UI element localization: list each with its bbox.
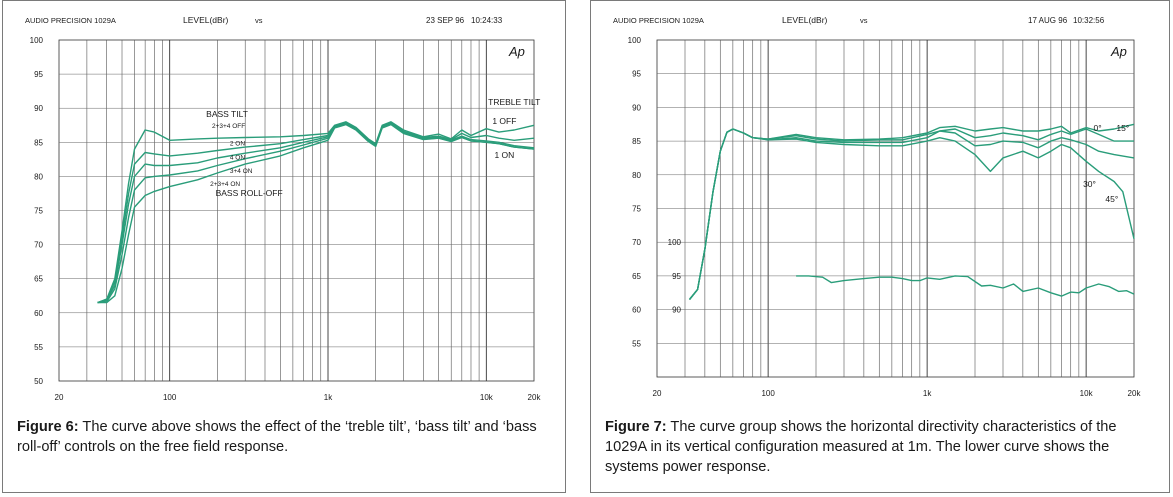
fig6-annotation: 2+3+4 OFF (212, 123, 245, 130)
fig7-y-tick-label: 80 (632, 171, 641, 180)
fig6-header-date: 23 SEP 96 (426, 16, 465, 25)
fig7-x-tick-label: 100 (761, 389, 775, 398)
fig6-y-tick-label: 55 (34, 343, 43, 352)
figure-6-chart: AUDIO PRECISION 1029A LEVEL(dBr) vs 23 SEP … (25, 15, 542, 402)
fig7-y2-tick-label: 90 (672, 306, 681, 315)
fig7-x-tick-label: 20 (653, 389, 662, 398)
fig7-annotation: 30° (1083, 179, 1096, 189)
figure-7-caption-label: Figure 7: (605, 419, 667, 435)
fig6-y-tick-label: 60 (34, 309, 43, 318)
fig7-header-date: 17 AUG 96 (1028, 16, 1068, 25)
fig6-y-tick-label: 90 (34, 104, 43, 113)
fig6-annotation: BASS TILT (206, 109, 248, 119)
figure-6-caption-label: Figure 6: (17, 419, 79, 435)
fig6-series-0-line (97, 121, 535, 304)
fig6-y-tick-label: 75 (34, 207, 43, 216)
fig6-header-vs: vs (255, 16, 263, 25)
fig6-x-tick-label: 20 (55, 393, 64, 402)
fig7-y-tick-label: 60 (632, 306, 641, 315)
fig6-y-tick-label: 65 (34, 275, 43, 284)
fig6-y-tick-label: 100 (30, 36, 44, 45)
fig6-series-4-line (97, 123, 535, 304)
fig6-annotation: BASS ROLL-OFF (216, 188, 283, 198)
fig6-header-time: 10:24:33 (471, 16, 503, 25)
fig6-x-tick-label: 20k (528, 393, 542, 402)
fig7-x-tick-label: 10k (1080, 389, 1094, 398)
fig6-y-tick-label: 80 (34, 172, 43, 181)
fig7-y-tick-label: 85 (632, 137, 641, 146)
fig7-header-yunit: LEVEL(dBr) (782, 15, 828, 25)
fig7-y-tick-label: 70 (632, 238, 641, 247)
fig6-series-3-line (97, 123, 535, 304)
fig7-annotation: 45° (1105, 194, 1118, 204)
fig7-y2-tick-label: 100 (668, 238, 682, 247)
fig7-y-tick-label: 65 (632, 272, 641, 281)
fig7-annotation: 15° (1116, 123, 1129, 133)
fig7-x-tick-label: 20k (1128, 389, 1142, 398)
fig7-annotation: 0° (1093, 123, 1101, 133)
fig7-header-time: 10:32:56 (1073, 16, 1105, 25)
fig6-y-tick-label: 95 (34, 70, 43, 79)
fig7-y-tick-label: 55 (632, 339, 641, 348)
fig7-header-title: AUDIO PRECISION 1029A (613, 16, 704, 25)
fig7-y-tick-label: 75 (632, 205, 641, 214)
fig7-y-tick-label: 100 (628, 36, 642, 45)
figure-7-panel: AUDIO PRECISION 1029A LEVEL(dBr) vs 17 AUG … (590, 0, 1170, 493)
fig6-series-1-line (97, 121, 535, 304)
fig6-annotation: TREBLE TILT (488, 97, 540, 107)
fig6-header-yunit: LEVEL(dBr) (183, 15, 229, 25)
fig6-annotation: 4 ON (230, 154, 245, 161)
figure-7-chart: AUDIO PRECISION 1029A LEVEL(dBr) vs 17 AUG … (613, 15, 1142, 398)
fig6-annotation: 2+3+4 ON (210, 181, 240, 188)
fig6-header-title: AUDIO PRECISION 1029A (25, 16, 116, 25)
fig7-y2-tick-label: 95 (672, 272, 681, 281)
fig6-annotation: 2 ON (230, 141, 245, 148)
fig7-y-tick-label: 90 (632, 103, 641, 112)
fig7-header-vs: vs (860, 16, 868, 25)
fig6-y-tick-label: 85 (34, 138, 43, 147)
fig6-series-2-line (97, 122, 535, 304)
fig7-x-tick-label: 1k (923, 389, 932, 398)
fig6-x-tick-label: 1k (324, 393, 333, 402)
fig7-y-tick-label: 95 (632, 70, 641, 79)
fig6-ap-logo: Ap (508, 44, 525, 59)
fig7-ap-logo: Ap (1110, 44, 1127, 59)
fig7-series-power-line (796, 275, 1135, 297)
figure-6-panel: AUDIO PRECISION 1029A LEVEL(dBr) vs 23 SEP … (2, 0, 566, 493)
fig6-y-tick-label: 50 (34, 377, 43, 386)
fig6-y-tick-label: 70 (34, 241, 43, 250)
figure-7-caption: Figure 7: The curve group shows the hori… (605, 417, 1159, 477)
fig6-annotation: 1 ON (494, 150, 514, 160)
fig6-x-tick-label: 10k (480, 393, 494, 402)
fig6-annotation: 3+4 ON (230, 168, 253, 175)
figure-6-caption-text: The curve above shows the effect of the … (17, 419, 537, 455)
fig7-series-45-line (688, 128, 1135, 300)
figure-7-caption-text: The curve group shows the horizontal dir… (605, 419, 1117, 475)
fig6-x-tick-label: 100 (163, 393, 177, 402)
fig6-annotation: 1 OFF (492, 116, 516, 126)
figure-6-caption: Figure 6: The curve above shows the effe… (17, 417, 555, 457)
